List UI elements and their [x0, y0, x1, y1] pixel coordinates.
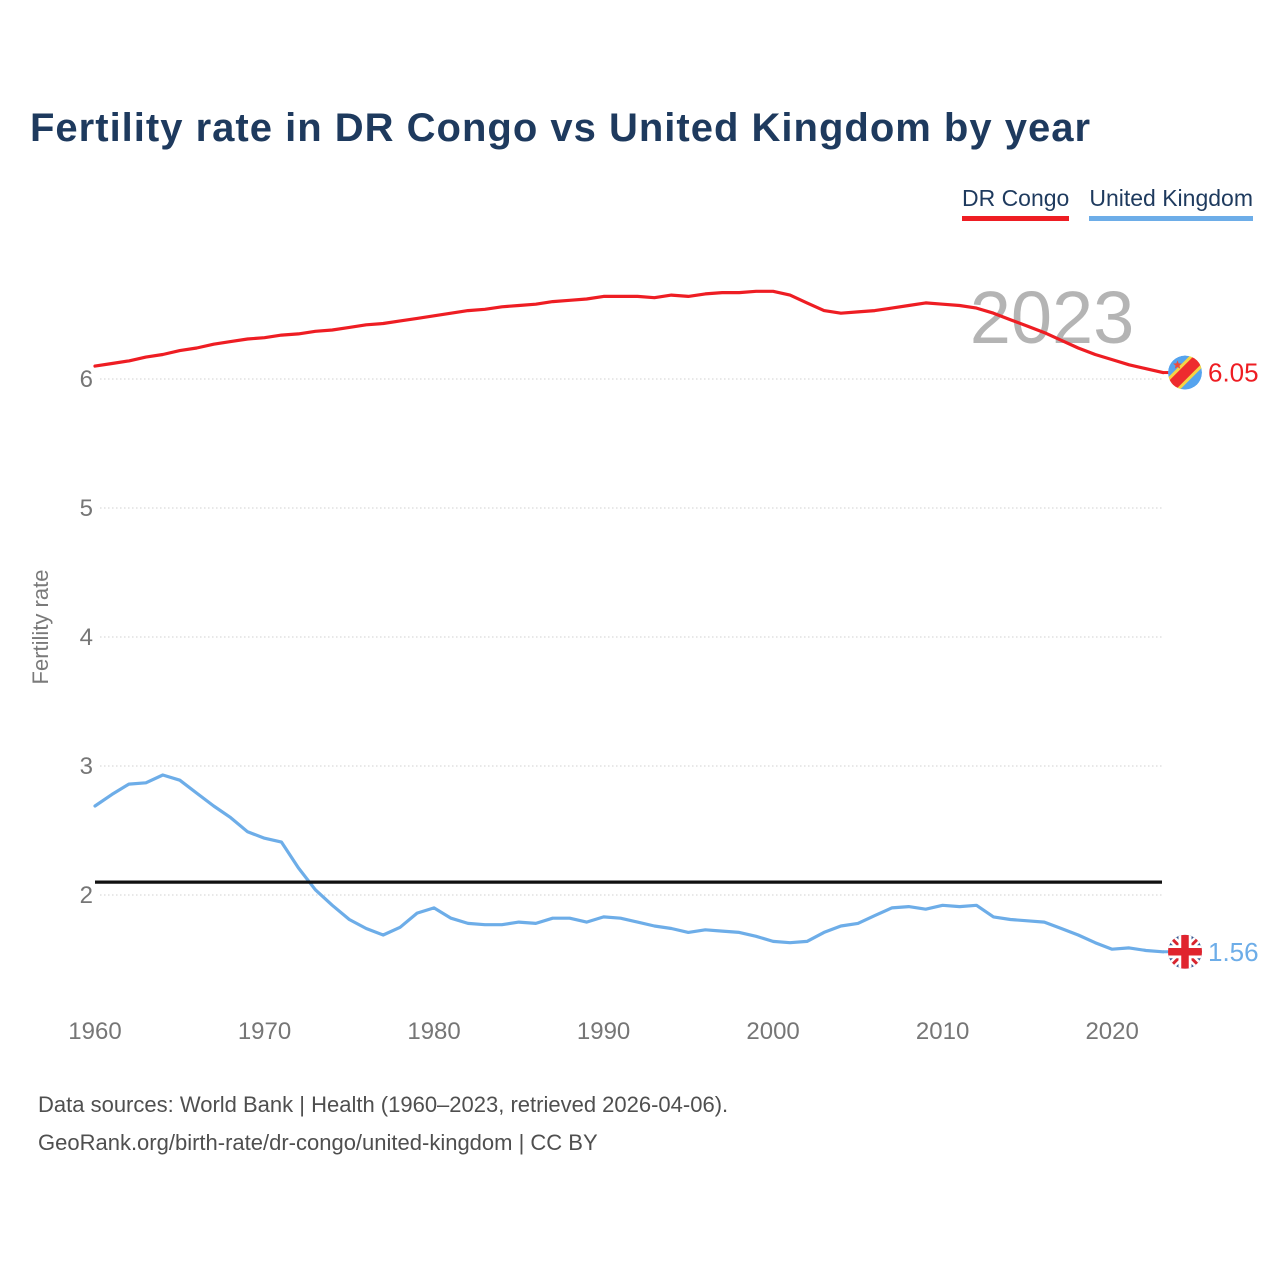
- y-tick-label-3: 3: [80, 753, 93, 780]
- x-tick-label-1970: 1970: [238, 1018, 291, 1045]
- united-kingdom-end-label: 1.56: [1208, 937, 1259, 967]
- x-tick-label-1960: 1960: [68, 1018, 121, 1045]
- footer: Data sources: World Bank | Health (1960–…: [38, 1086, 728, 1162]
- united-kingdom-line: [93, 773, 1165, 954]
- dr-congo-line: [93, 289, 1165, 375]
- y-tick-label-5: 5: [80, 495, 93, 522]
- dr-congo-end-label: 6.05: [1208, 358, 1259, 388]
- footer-data-sources: Data sources: World Bank | Health (1960–…: [38, 1092, 729, 1117]
- x-tick-label-1990: 1990: [577, 1018, 630, 1045]
- y-tick-label-2: 2: [80, 882, 93, 909]
- y-tick-label-6: 6: [80, 366, 93, 393]
- x-tick-label-2000: 2000: [746, 1018, 799, 1045]
- watermark-year: 2023: [970, 276, 1135, 359]
- legend-item-dr-congo[interactable]: DR Congo: [961, 185, 1070, 221]
- x-tick-label-1980: 1980: [407, 1018, 460, 1045]
- footer-attribution: GeoRank.org/birth-rate/dr-congo/united-k…: [38, 1130, 598, 1155]
- y-tick-label-4: 4: [80, 624, 93, 651]
- united-kingdom-flag-icon: [1168, 934, 1202, 969]
- page-title: Fertility rate in DR Congo vs United Kin…: [30, 106, 1092, 150]
- legend: DR Congo United Kingdom: [961, 185, 1253, 221]
- x-tick-label-2020: 2020: [1085, 1018, 1138, 1045]
- legend-item-united-kingdom[interactable]: United Kingdom: [1089, 185, 1253, 221]
- y-axis-label: Fertility rate: [28, 570, 53, 685]
- x-tick-label-2010: 2010: [916, 1018, 969, 1045]
